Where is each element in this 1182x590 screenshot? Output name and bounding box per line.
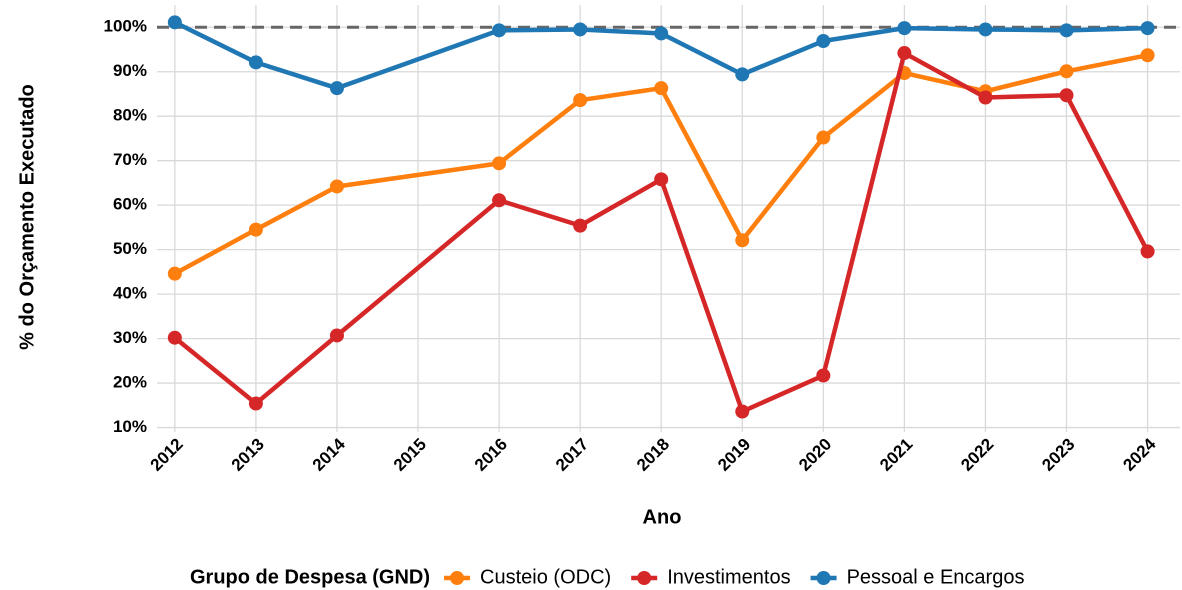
data-point [492,193,507,208]
data-point [816,368,831,383]
legend-label: Custeio (ODC) [480,566,611,588]
legend-key [637,571,652,585]
y-tick-label: 60% [113,195,147,214]
y-tick-label: 90% [113,61,147,80]
legend-key [450,571,465,585]
data-point [248,222,263,237]
data-point [167,15,182,30]
legend-label: Investimentos [667,566,790,588]
series-line [173,20,1148,91]
data-point [573,93,588,108]
x-tick-label: 2022 [957,435,997,475]
x-tick-label: 2019 [714,435,754,475]
data-point [248,55,263,70]
y-tick-label: 20% [113,373,147,392]
x-tick-label: 2024 [1119,434,1160,475]
x-tick-label: 2012 [147,435,187,475]
data-point [573,218,588,233]
data-point [654,172,669,187]
data-point [329,81,344,96]
data-point [167,266,182,281]
data-point [248,396,263,411]
x-tick-label: 2013 [228,435,268,475]
data-point [167,330,182,345]
legend-key [816,571,831,585]
data-point [654,81,669,96]
data-point [1059,64,1074,79]
data-point [329,179,344,194]
y-tick-label: 100% [104,17,147,36]
y-axis-label: % do Orçamento Executado [16,84,38,350]
data-point [1140,48,1155,63]
legend-label: Pessoal e Encargos [847,566,1025,588]
data-point [1140,244,1155,259]
y-tick-label: 70% [113,150,147,169]
x-axis-label: Ano [643,506,682,528]
data-point [735,67,750,82]
data-point [816,34,831,49]
y-tick-label: 80% [113,106,147,125]
x-tick-label: 2017 [552,435,592,475]
data-point [978,90,993,105]
y-tick-label: 10% [113,417,147,436]
data-point [329,328,344,343]
data-point [1059,23,1074,38]
data-point [1140,21,1155,36]
data-point [573,22,588,37]
y-tick-label: 50% [113,239,147,258]
data-point [1059,88,1074,103]
x-tick-label: 2018 [633,435,673,475]
data-point [816,130,831,145]
data-point [654,26,669,41]
data-point [897,21,912,36]
series-line [173,53,1149,276]
series-line [173,50,1150,414]
x-tick-label: 2023 [1038,435,1078,475]
x-tick-label: 2020 [795,435,835,475]
legend-item: Investimentos [631,566,791,588]
data-point [735,233,750,248]
y-tick-label: 40% [113,284,147,303]
data-point [735,404,750,419]
data-point [897,46,912,61]
data-point [492,156,507,171]
y-tick-label: 30% [113,328,147,347]
x-tick-label: 2021 [876,435,916,475]
x-tick-label: 2016 [471,435,511,475]
legend-item: Custeio (ODC) [444,566,611,588]
x-tick-label: 2015 [390,435,430,475]
legend-item: Pessoal e Encargos [810,566,1025,588]
legend-title: Grupo de Despesa (GND) [190,566,430,588]
x-tick-label: 2014 [309,434,350,475]
data-point [492,23,507,38]
data-point [978,22,993,37]
